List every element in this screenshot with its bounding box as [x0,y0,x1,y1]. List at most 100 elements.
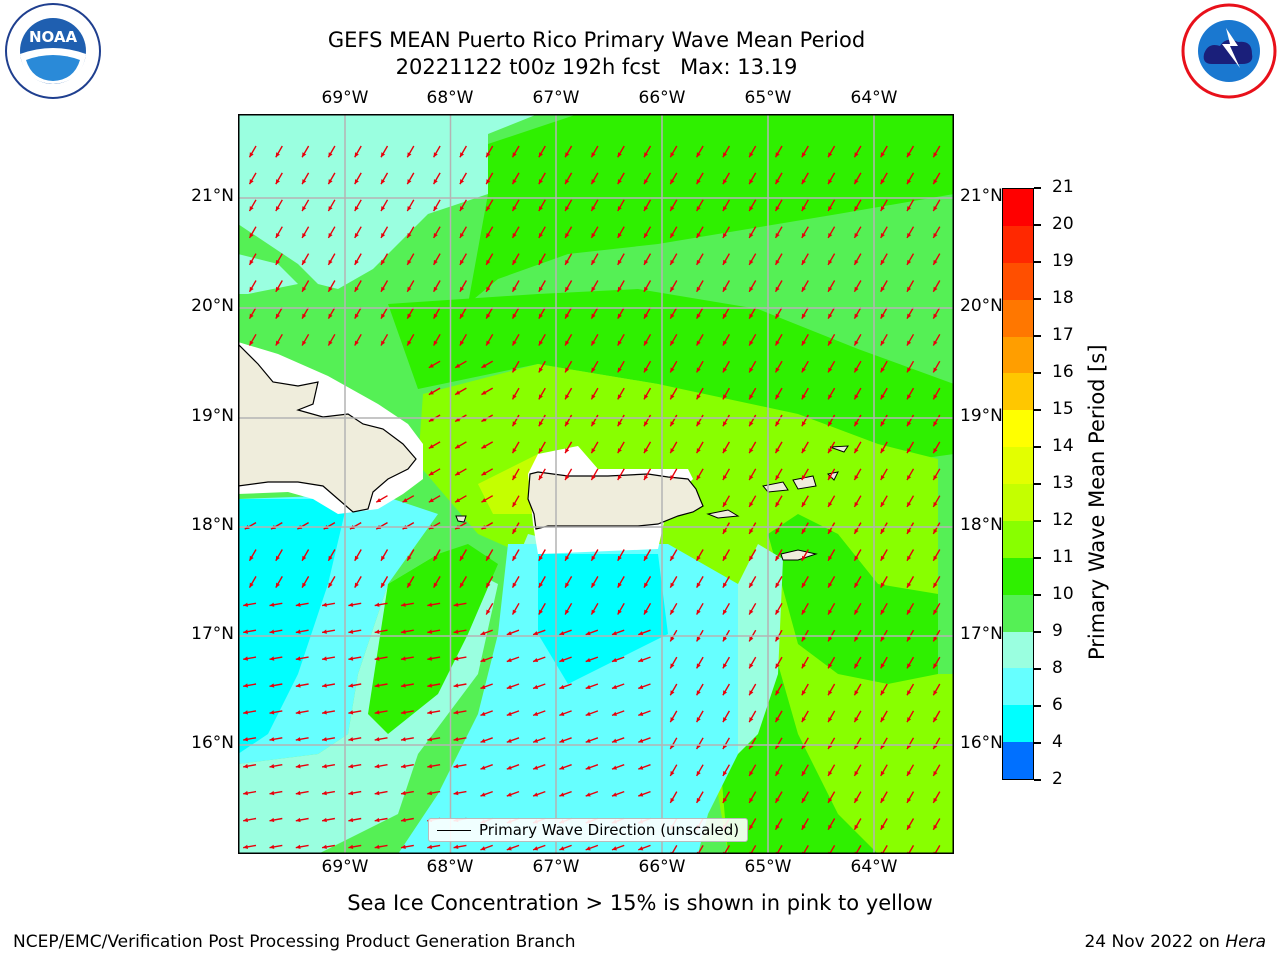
wave-direction-arrowhead [512,394,517,400]
wave-direction-arrowhead [269,790,275,796]
wave-direction-arrowhead [828,286,833,292]
wave-direction-arrowhead [933,421,938,427]
wave-direction-arrowhead [907,475,912,481]
wave-direction-arrowhead [506,711,512,716]
wave-direction-arrowhead [269,656,275,661]
wave-direction-arrowhead [302,286,307,292]
colorbar-tick-label: 6 [1052,695,1063,715]
wave-direction-arrowhead [565,286,570,292]
footer-host: Hera [1225,932,1266,952]
wave-direction-arrowhead [907,717,912,723]
wave-direction-arrowhead [269,683,275,688]
wave-direction-arrow [828,845,836,854]
wave-direction-arrowhead [775,206,780,212]
wave-direction-arrowhead [565,582,570,588]
wave-direction-arrowhead [880,770,885,776]
wave-direction-arrowhead [591,152,596,158]
wave-direction-arrowhead [854,663,859,669]
wave-direction-arrowhead [638,846,644,851]
wave-direction-arrowhead [722,259,728,265]
colorbar-tick-mark [1034,298,1041,300]
wave-direction-arrowhead [611,792,617,797]
colorbar-tick-mark [1034,335,1041,337]
wave-direction-arrowhead [801,824,806,830]
wave-direction-arrowhead [295,790,301,796]
wave-direction-arrowhead [696,448,701,454]
wave-direction-arrowhead [854,206,859,212]
wave-direction-arrowhead [828,259,833,265]
wave-direction-arrowhead [933,501,938,507]
wave-direction-arrowhead [269,602,275,607]
colorbar-tick-label: 2 [1052,769,1063,789]
wave-direction-arrowhead [696,313,701,319]
wave-direction-arrowhead [933,770,938,776]
wave-direction-arrowhead [854,259,859,265]
wave-direction-arrowhead [907,179,912,185]
wave-direction-arrowhead [617,609,622,615]
wave-direction-arrowhead [559,657,565,663]
wave-direction-arrowhead [481,498,487,503]
wave-direction-arrowhead [933,797,938,803]
wave-direction-arrowhead [374,656,380,661]
wave-direction-arrowhead [591,313,596,319]
wave-direction-arrowhead [275,582,280,588]
wave-direction-arrowhead [591,259,596,265]
wave-direction-arrowhead [348,710,354,715]
wave-direction-arrowhead [611,657,617,663]
wave-direction-arrowhead [322,629,327,634]
wave-direction-arrowhead [696,636,701,642]
wave-direction-arrowhead [670,717,675,723]
wave-direction-arrowhead [455,471,461,476]
wave-direction-arrowhead [749,663,754,669]
wave-direction-arrowhead [722,528,728,534]
wave-direction-arrowhead [512,259,517,265]
wave-direction-arrowhead [828,475,833,481]
wave-direction-arrowhead [480,711,486,716]
wave-direction-arrowhead [565,475,570,481]
wave-direction-arrowhead [249,206,254,212]
wave-direction-arrowhead [453,683,459,688]
wave-direction-arrowhead [538,421,543,427]
wave-direction-arrowhead [400,737,406,742]
wave-direction-arrowhead [801,232,806,238]
wave-direction-arrowhead [933,259,938,265]
wave-direction-arrowhead [407,313,412,319]
wave-direction-arrowhead [559,765,565,770]
wave-direction-arrowhead [243,844,249,850]
wave-direction-arrowhead [933,555,938,561]
wave-direction-arrowhead [933,475,938,481]
wave-direction-arrowhead [775,717,780,723]
wave-direction-arrowhead [801,313,806,319]
wave-direction-arrowhead [538,555,543,561]
wave-direction-arrowhead [880,259,885,265]
wave-direction-arrowhead [374,737,380,742]
wave-direction-arrowhead [400,710,406,715]
wave-direction-arrowhead [402,498,408,503]
wave-direction-arrowhead [617,475,622,481]
wave-direction-arrowhead [617,179,622,185]
wave-direction-arrowhead [644,475,649,481]
wave-direction-arrowhead [538,259,543,265]
wave-direction-arrowhead [533,657,539,663]
wave-direction-arrowhead [512,313,517,319]
wave-direction-arrowhead [538,367,543,373]
wave-direction-arrowhead [322,764,327,769]
wave-direction-arrowhead [243,817,249,823]
wave-direction-arrowhead [722,475,728,481]
wave-direction-arrowhead [828,179,833,185]
wave-direction-arrowhead [428,471,434,476]
colorbar-tick-mark [1034,742,1041,744]
wave-direction-arrowhead [670,286,675,292]
wave-direction-arrowhead [302,555,307,561]
wave-direction-arrowhead [249,179,254,185]
colorbar-tick-label: 11 [1052,547,1074,567]
wave-direction-arrowhead [775,609,780,615]
wave-direction-arrowhead [459,206,465,212]
wave-direction-arrowhead [480,631,486,636]
wave-direction-arrowhead [453,790,459,796]
wave-direction-arrowhead [880,448,885,454]
wave-direction-arrowhead [295,737,301,742]
wave-direction-arrowhead [453,844,459,850]
wave-direction-arrowhead [880,206,885,212]
wave-direction-arrowhead [775,528,780,534]
